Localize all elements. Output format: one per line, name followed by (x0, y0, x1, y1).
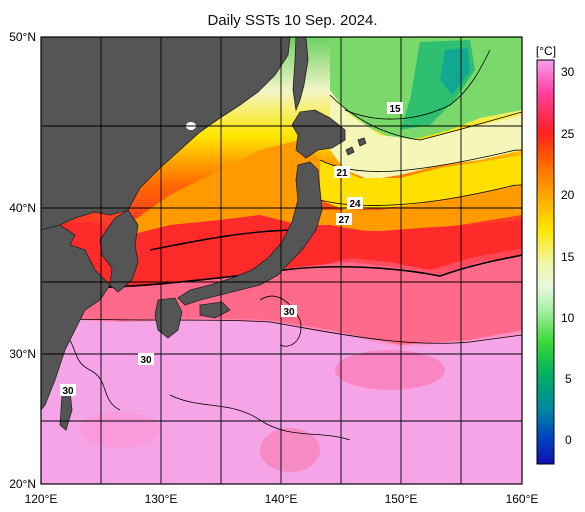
map-title: Daily SSTs 10 Sep. 2024. (207, 12, 378, 29)
hokkaido (291, 109, 346, 159)
colorbar-scale (536, 59, 555, 465)
warm-patch (260, 428, 320, 472)
kuril-islands (345, 137, 367, 156)
lat-label: 20°N (9, 477, 36, 491)
lat-label: 40°N (9, 201, 36, 215)
svg-text:15: 15 (389, 104, 401, 115)
svg-text:30: 30 (283, 307, 295, 318)
graticule (41, 37, 522, 484)
svg-text:24: 24 (349, 199, 361, 210)
contour-label: 21 (334, 166, 350, 179)
lon-label: 120°E (25, 492, 58, 506)
colorbar-tick: 10 (561, 311, 575, 325)
svg-text:30: 30 (140, 355, 152, 366)
contour-label: 30 (60, 384, 76, 397)
colorbar-tick: 5 (565, 372, 572, 386)
lat-labels: 50°N 40°N 30°N 20°N (9, 30, 36, 491)
contour-label: 30 (281, 305, 297, 318)
land (41, 37, 367, 431)
lon-label: 130°E (145, 492, 178, 506)
honshu (177, 161, 323, 306)
china-coast (41, 224, 111, 411)
transition-band (41, 255, 522, 345)
lon-label: 150°E (385, 492, 418, 506)
sakhalin (292, 37, 309, 112)
contour-labels: 15 21 24 27 30 30 30 (60, 102, 403, 397)
colorbar-tick: 25 (561, 127, 575, 141)
shikoku (199, 301, 231, 319)
lon-labels: 120°E 130°E 140°E 150°E 160°E (25, 492, 539, 506)
colorbar: [°C] 30 25 20 15 10 5 0 (536, 44, 575, 465)
contour-label: 27 (336, 213, 352, 226)
contour-label: 24 (347, 197, 363, 210)
colorbar-tick: 15 (561, 250, 575, 264)
map-frame (40, 36, 523, 485)
sst-field (41, 37, 522, 484)
kyushu (154, 297, 183, 339)
warm-patch (335, 350, 445, 390)
colorbar-unit: [°C] (536, 44, 556, 58)
transition-zone (330, 95, 522, 180)
asia-mainland (41, 37, 291, 231)
lat-label: 50°N (9, 30, 36, 44)
lat-label: 30°N (9, 347, 36, 361)
svg-text:21: 21 (336, 168, 348, 179)
lon-label: 140°E (265, 492, 298, 506)
cold-core-inner (440, 48, 470, 95)
lon-label: 160°E (506, 492, 539, 506)
colorbar-tick: 30 (561, 65, 575, 79)
colorbar-tick: 0 (565, 433, 572, 447)
colorbar-tick: 20 (561, 188, 575, 202)
warm-patch (80, 412, 160, 448)
yellow-band (320, 155, 522, 210)
contour-label: 15 (387, 102, 403, 115)
svg-text:27: 27 (338, 215, 350, 226)
contour-label: 30 (138, 353, 154, 366)
svg-text:30: 30 (62, 386, 74, 397)
